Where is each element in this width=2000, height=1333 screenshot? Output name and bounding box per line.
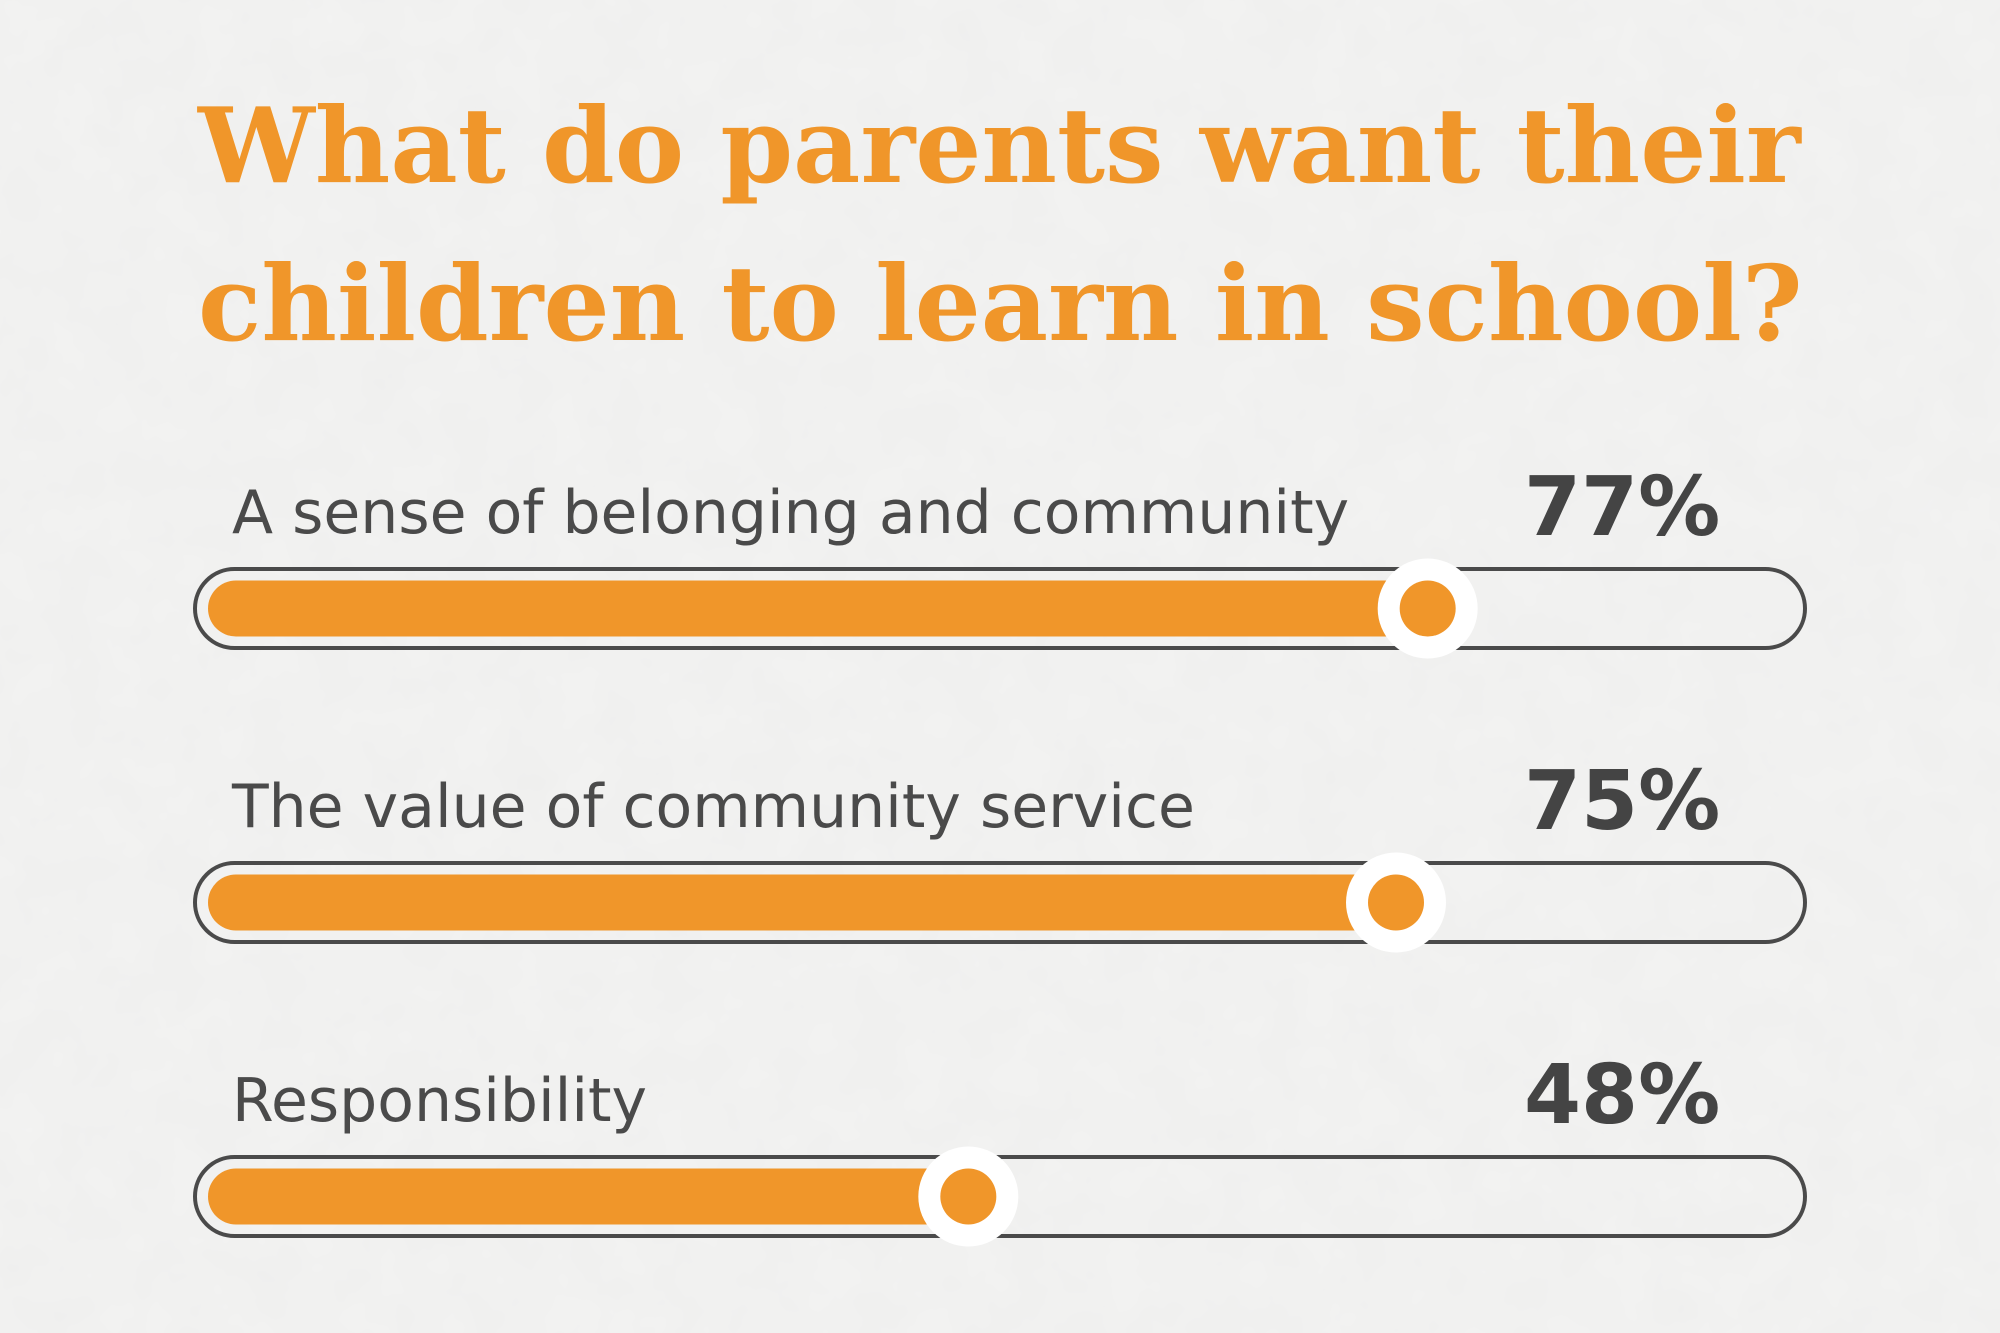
value-label: 48% <box>1524 1048 1720 1143</box>
knob <box>1399 580 1456 637</box>
knob <box>940 1168 997 1225</box>
value-label: 75% <box>1524 754 1720 849</box>
chart-title: children to learn in school? <box>198 242 1803 365</box>
track <box>193 1155 1807 1238</box>
track <box>193 567 1807 650</box>
track <box>193 861 1807 944</box>
chart-title: What do parents want their <box>197 84 1802 207</box>
value-label: 77% <box>1524 460 1720 555</box>
bar <box>208 580 1428 637</box>
bar <box>208 874 1396 931</box>
knob <box>1368 874 1424 931</box>
category-label: A sense of belonging and community <box>232 478 1349 548</box>
bar <box>208 1168 969 1225</box>
category-label: The value of community service <box>231 772 1195 842</box>
category-label: Responsibility <box>232 1066 647 1136</box>
